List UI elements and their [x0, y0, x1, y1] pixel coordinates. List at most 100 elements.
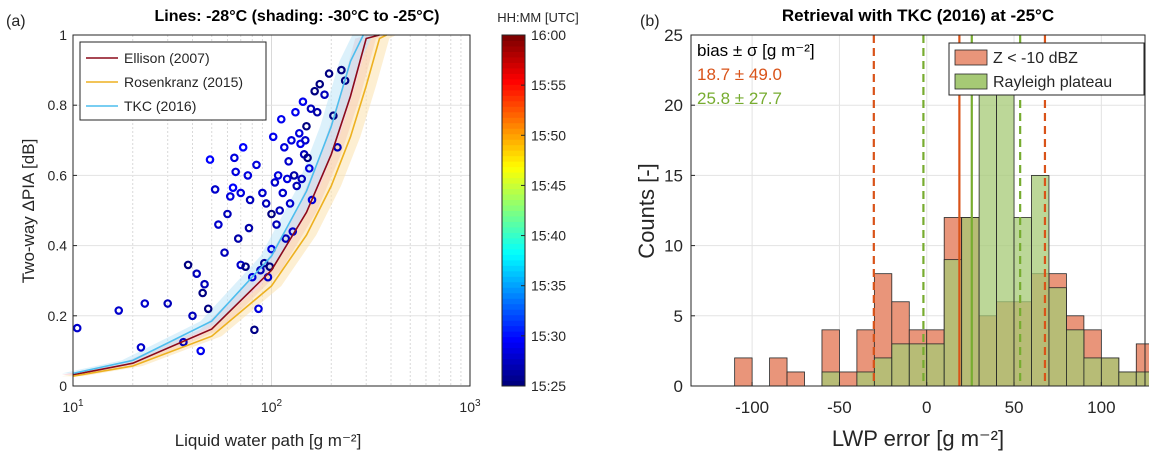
scatter-point — [230, 153, 239, 163]
ticks-b: 0 5 10 15 20 25 -100 -50 0 50 100 — [664, 26, 1115, 417]
scatter-point — [140, 299, 150, 308]
scatter-point — [273, 171, 283, 180]
histogram-bar — [839, 371, 858, 387]
tick-label-x: 103 — [459, 398, 481, 415]
colorbar-segment — [502, 380, 525, 387]
colorbar-segment — [502, 375, 525, 382]
colorbar-label: HH:MM [UTC] — [497, 10, 579, 25]
scatter-point — [188, 311, 197, 321]
colorbar-tick-label: 15:45 — [531, 177, 566, 193]
colorbar-tick-label: 15:25 — [531, 378, 566, 394]
tick-label-y: 0 — [674, 377, 683, 396]
scatter-point — [252, 160, 261, 170]
scatter-point — [214, 220, 223, 229]
scatter-point — [324, 69, 334, 78]
curve-1 — [72, 34, 380, 376]
histogram-bar — [891, 343, 910, 387]
tick-label-y: 10 — [664, 237, 683, 256]
scatter-point — [210, 185, 220, 194]
colorbar-segment — [502, 100, 525, 107]
panel-a-label: (a) — [6, 13, 26, 30]
histogram-bar — [996, 76, 1015, 387]
colorbar-segment — [502, 111, 525, 118]
colorbar-segment — [502, 78, 525, 85]
colorbar-segment — [502, 172, 525, 179]
colorbar-segment — [502, 67, 525, 74]
panel-b-ylabel: Counts [-] — [634, 163, 659, 258]
panel-a-title: Lines: -28°C (shading: -30°C to -25°C) — [155, 8, 440, 25]
scatter-point — [192, 269, 202, 278]
scatter-point — [231, 167, 240, 177]
scatter-point — [287, 136, 296, 145]
scatter-point — [294, 128, 304, 138]
legend-label: Ellison (2007) — [124, 50, 210, 66]
colorbar-segment — [502, 194, 525, 201]
scatter-point — [303, 153, 312, 163]
histogram-bar — [978, 90, 997, 387]
colorbar-segment — [502, 128, 525, 135]
colorbar-segment — [502, 325, 525, 332]
colorbar: 15:25 15:30 15:35 15:40 15:45 15:50 15:55 16:00 — [501, 27, 566, 394]
colorbar-segment — [502, 265, 525, 272]
panel-a: 0 0.2 0.4 0.6 0.8 1 101 102 103 Ellison (2007) Ros… — [48, 27, 567, 415]
colorbar-segment — [502, 298, 525, 305]
tick-label-y: 0.2 — [48, 308, 68, 324]
curve-lines — [72, 34, 387, 377]
scatter-point — [183, 260, 193, 270]
scatter-point — [289, 171, 299, 180]
scatter-point — [306, 104, 316, 114]
colorbar-segment — [502, 292, 525, 299]
colorbar-segment — [502, 199, 525, 206]
tick-label-y: 0.4 — [48, 238, 68, 254]
colorbar-tick-label: 15:50 — [531, 127, 566, 143]
histogram-bar — [769, 357, 788, 387]
tick-label-y: 1 — [59, 27, 67, 43]
scatter-point — [297, 174, 307, 184]
colorbar-segment — [502, 276, 525, 283]
colorbar-segment — [502, 309, 525, 316]
histogram-bar — [821, 371, 840, 387]
ticks-a: 0 0.2 0.4 0.6 0.8 1 101 102 103 — [48, 27, 481, 415]
colorbar-segment — [502, 133, 525, 140]
scatter-point — [270, 178, 280, 187]
colorbar-segment — [502, 281, 525, 288]
histogram-bar — [1100, 357, 1120, 387]
colorbar-segment — [502, 243, 525, 250]
scatter-point — [72, 323, 82, 333]
tick-label-x: 102 — [261, 398, 283, 415]
scatter-point — [196, 346, 206, 356]
scatter-point — [223, 209, 232, 219]
colorbar-segment — [502, 254, 525, 261]
scatter-point — [245, 195, 255, 205]
tick-label-x: -50 — [827, 398, 852, 417]
stats-text: bias ± σ [g m⁻²] 18.7 ± 49.0 25.8 ± 27.7 — [697, 41, 815, 108]
colorbar-segment — [502, 183, 525, 190]
scatter-point — [281, 234, 291, 243]
histogram-bar — [1118, 371, 1137, 387]
shade-band-3 — [62, 35, 374, 374]
stats-series-1: 18.7 ± 49.0 — [697, 65, 782, 84]
scatter-point — [272, 220, 281, 229]
colorbar-segment — [502, 336, 525, 343]
colorbar-segment — [502, 320, 525, 327]
colorbar-tick-label: 15:40 — [531, 228, 566, 244]
tick-label-y: 20 — [664, 96, 683, 115]
scatter-point — [291, 107, 300, 117]
colorbar-segment — [502, 205, 525, 211]
colorbar-segment — [502, 51, 525, 58]
scatter-point — [233, 234, 243, 243]
legend-b: Z < -10 dBZ Rayleigh plateau — [948, 42, 1145, 96]
scatter-point — [268, 132, 278, 142]
histogram-bar — [1048, 287, 1067, 387]
scatter-point — [261, 199, 271, 208]
colorbar-segment — [502, 155, 525, 162]
colorbar-segment — [502, 353, 525, 360]
tick-label-x: 50 — [1005, 398, 1024, 417]
scatter-point — [243, 171, 253, 180]
scatter-point — [198, 288, 207, 298]
legend-swatch — [954, 49, 988, 66]
histogram-bar — [856, 371, 875, 387]
legend-label: Rosenkranz (2015) — [124, 74, 243, 90]
tick-label-y: 0.6 — [48, 167, 68, 183]
